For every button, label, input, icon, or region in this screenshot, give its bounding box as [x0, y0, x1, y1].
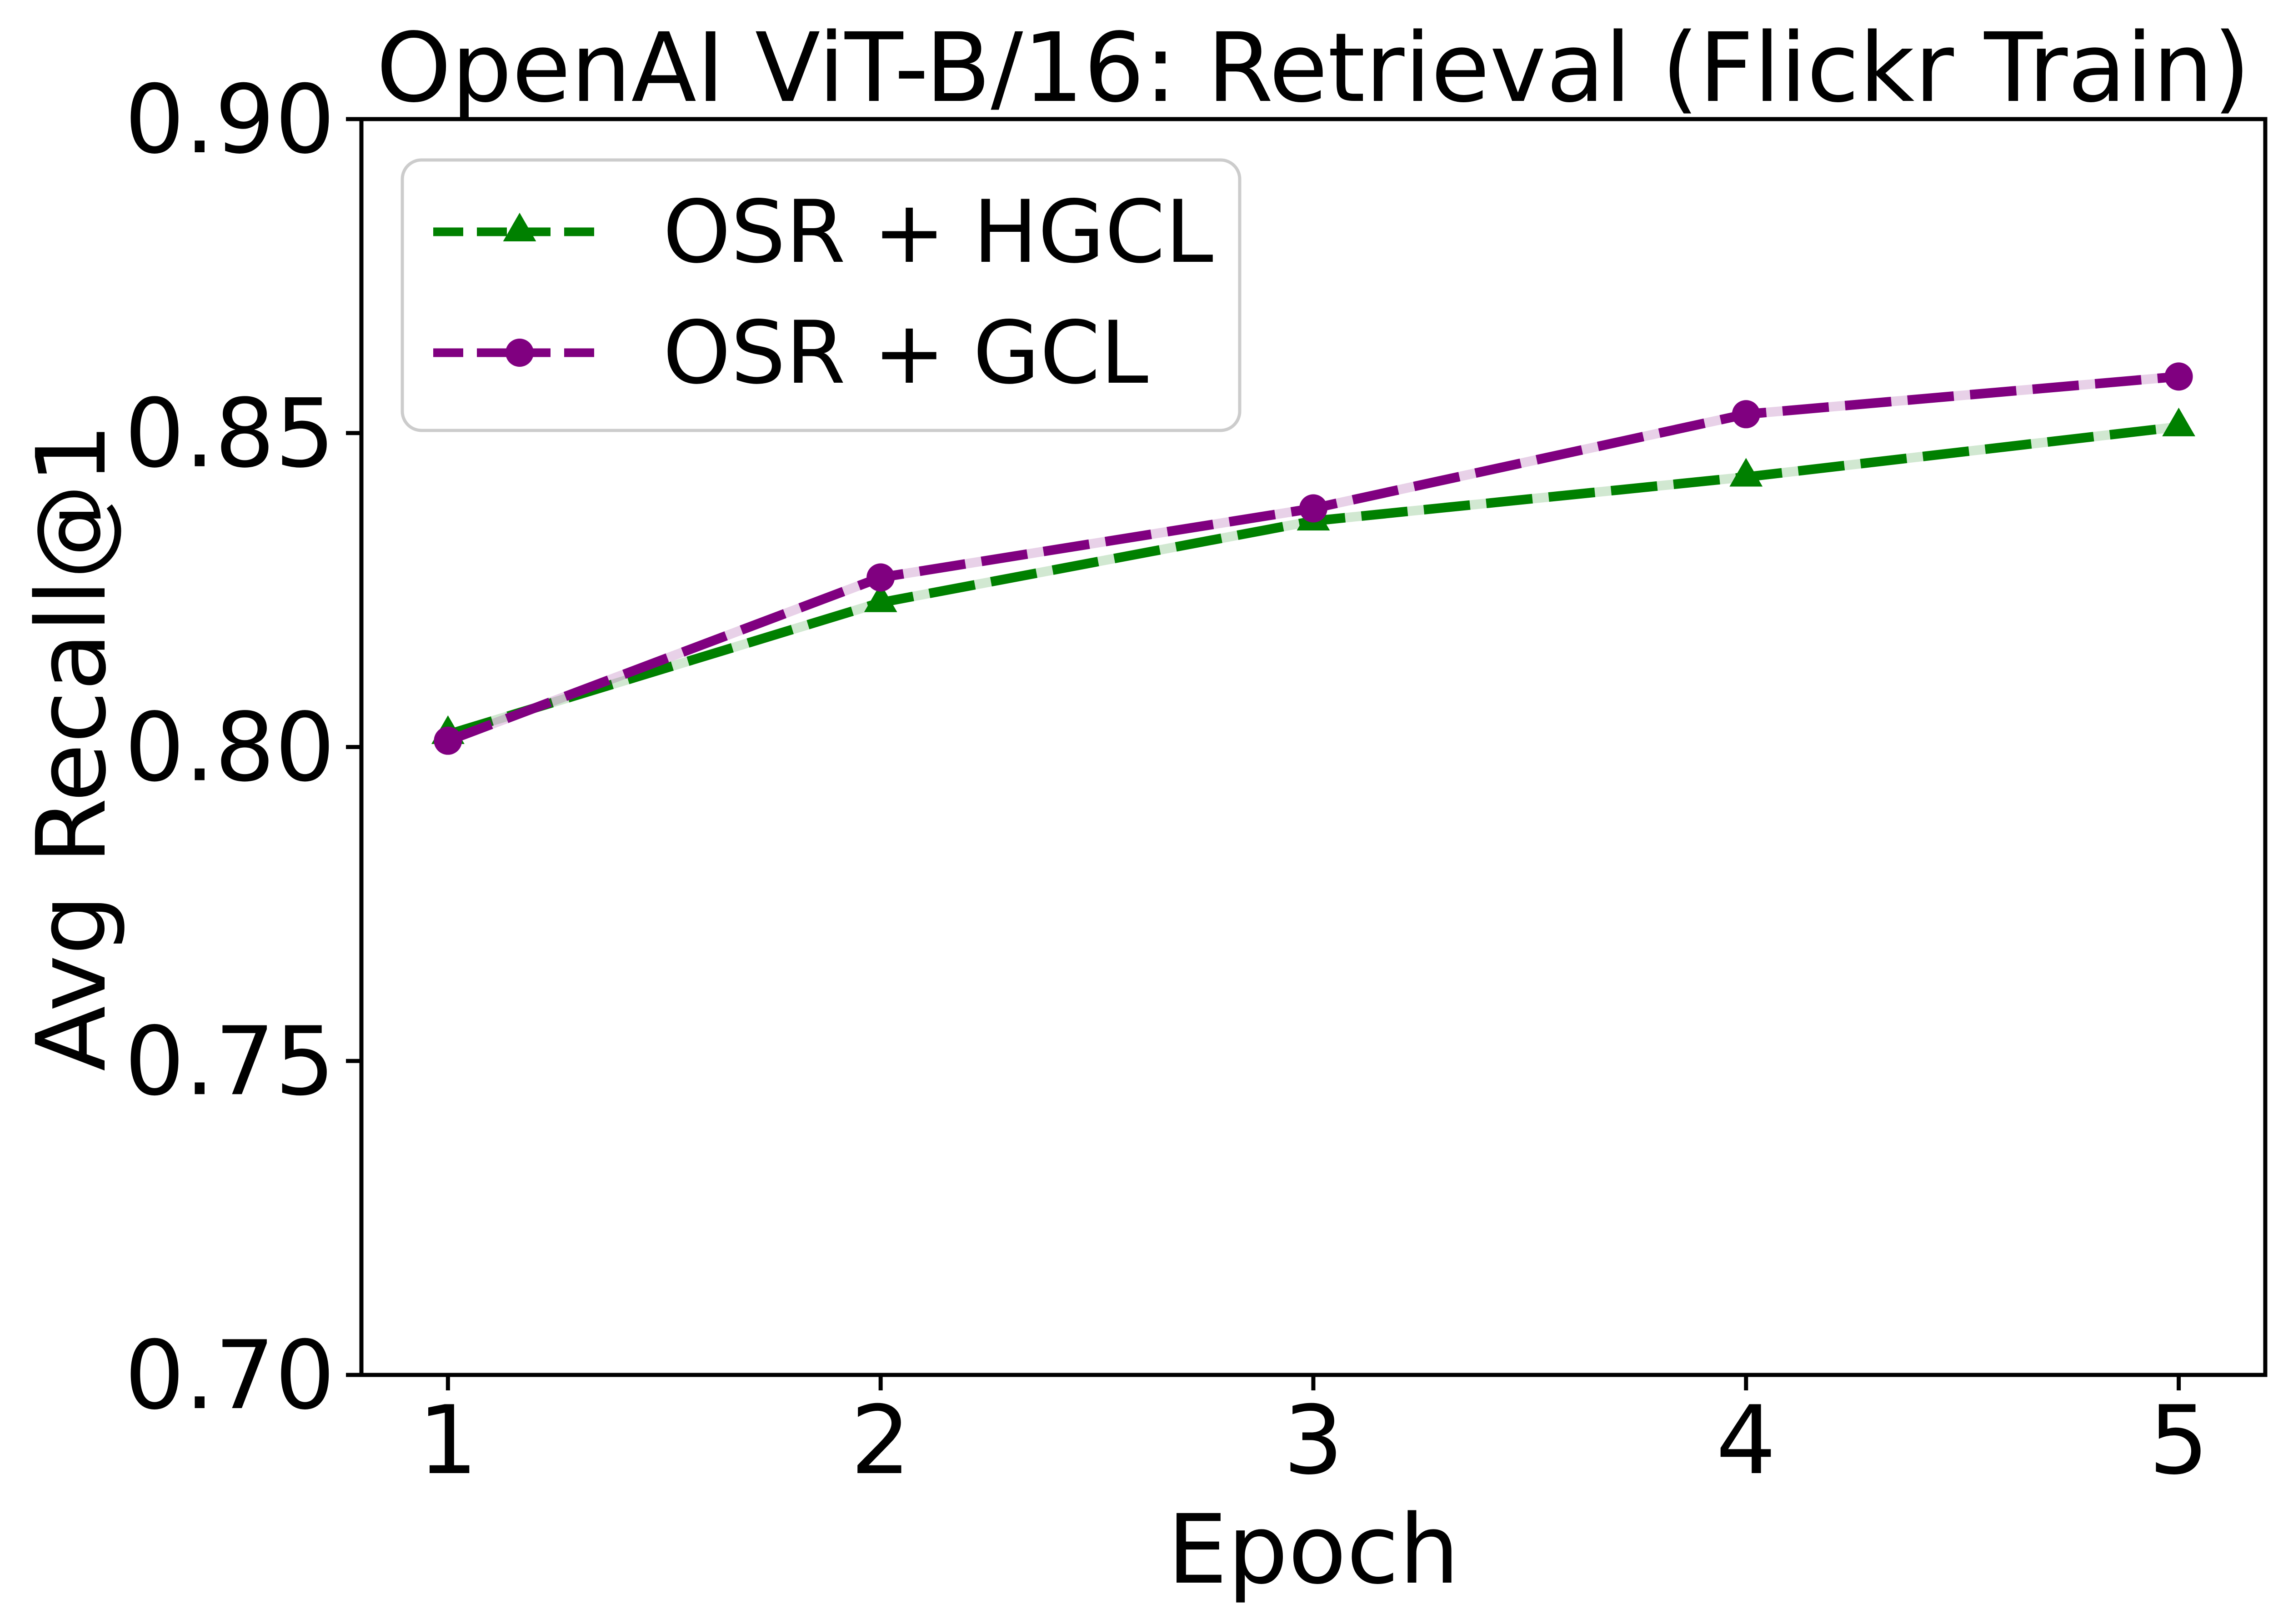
chart-title: OpenAI ViT-B/16: Retrieval (Flickr Train… [376, 12, 2251, 124]
x-tick-label: 3 [1283, 1386, 1343, 1496]
y-tick-label: 0.90 [125, 65, 335, 175]
legend-label-osr-gcl: OSR + GCL [663, 303, 1148, 403]
y-axis-label: Avg Recall@1 [16, 423, 127, 1071]
legend: OSR + HGCL OSR + GCL [401, 158, 1242, 432]
series-osr-gcl-circle-marker [866, 563, 895, 592]
legend-box [401, 158, 1242, 432]
x-tick-label: 4 [1716, 1386, 1776, 1496]
series-osr-gcl-circle-marker [434, 726, 462, 755]
legend-entries: OSR + HGCL OSR + GCL [433, 182, 1213, 403]
x-tick-label: 1 [418, 1386, 478, 1496]
legend-entry-osr-hgcl: OSR + HGCL [433, 182, 1213, 282]
y-tick-label: 0.70 [125, 1321, 335, 1431]
legend-label-osr-hgcl: OSR + HGCL [663, 182, 1213, 282]
legend-osr-gcl-circle-marker [506, 339, 534, 367]
series-osr-gcl-circle-marker [1299, 494, 1327, 523]
y-tick-label: 0.75 [125, 1007, 335, 1117]
series-osr-hgcl-triangle-marker [1729, 458, 1763, 487]
series-osr-gcl-circle-marker [1732, 400, 1760, 429]
x-tick-label: 5 [2148, 1386, 2208, 1496]
y-tick-label: 0.80 [125, 693, 335, 803]
series-osr-hgcl-triangle-marker [864, 583, 897, 612]
x-tick-label: 2 [851, 1386, 911, 1496]
axes-layer: 0.70 0.75 0.80 0.85 0.90 1 2 3 4 5 [125, 65, 2209, 1496]
series-osr-hgcl-triangle-marker [2162, 407, 2196, 436]
legend-entry-osr-gcl: OSR + GCL [433, 303, 1148, 403]
x-axis-label: Epoch [1167, 1494, 1459, 1605]
plot-border [359, 117, 2268, 1377]
legend-osr-hgcl-triangle-marker [503, 213, 536, 241]
series-layer [431, 362, 2196, 755]
series-osr-gcl-circle-marker [2164, 362, 2193, 391]
y-tick-label: 0.85 [125, 379, 335, 489]
